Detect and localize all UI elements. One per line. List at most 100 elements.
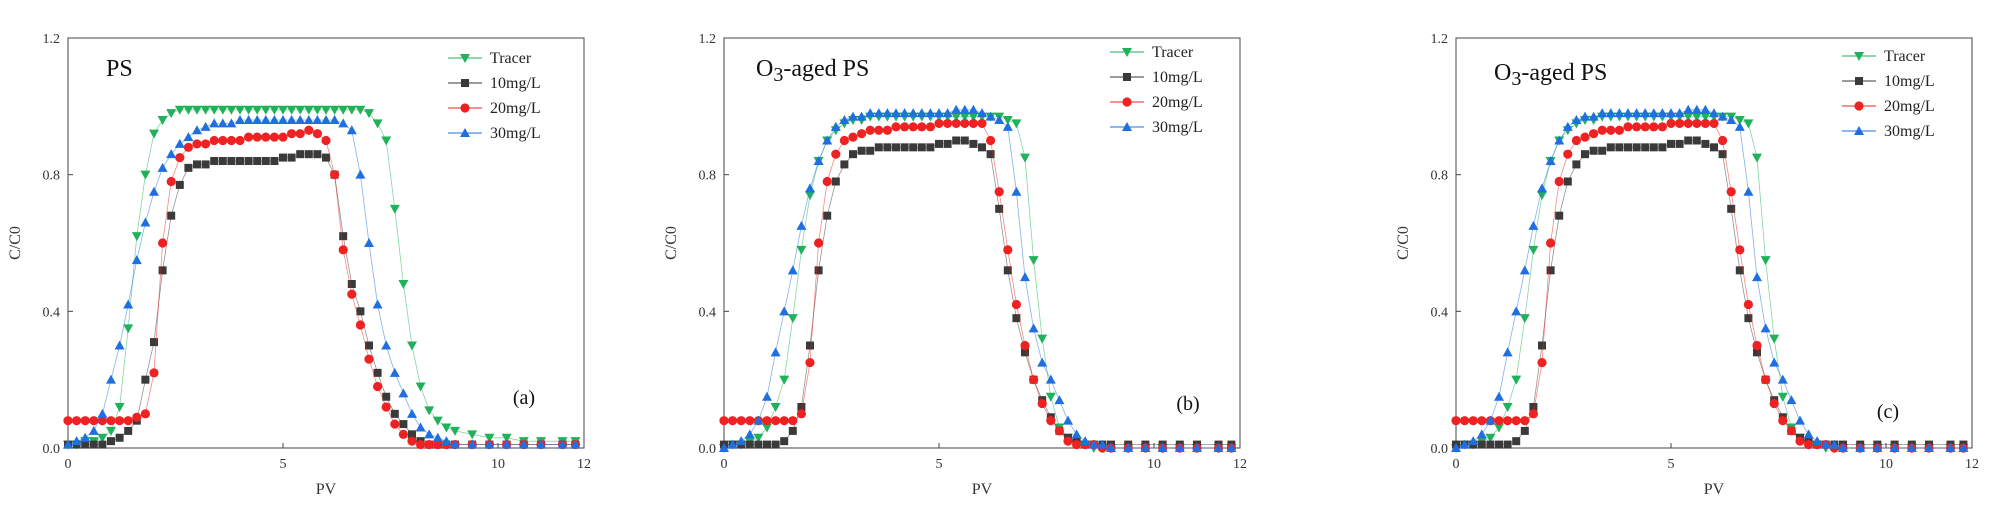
- data-point-20mg-l: [132, 412, 142, 422]
- data-point-20mg-l: [994, 187, 1004, 197]
- data-point-20mg-l: [381, 402, 391, 412]
- data-point-10mg-l: [1529, 403, 1538, 411]
- data-point-30mg-l: [1743, 186, 1754, 196]
- data-point-30mg-l: [951, 104, 962, 114]
- series-line-20mg-l: [1456, 123, 1964, 449]
- data-point-30mg-l: [934, 108, 944, 118]
- data-point-30mg-l: [1511, 306, 1522, 316]
- data-point-tracer: [389, 204, 400, 214]
- data-point-20mg-l: [269, 132, 279, 142]
- data-point-30mg-l: [796, 220, 807, 230]
- data-point-30mg-l: [882, 108, 893, 118]
- data-point-30mg-l: [787, 265, 798, 275]
- data-point-30mg-l: [1002, 121, 1013, 131]
- x-tick-label: 10: [1879, 457, 1893, 472]
- data-point-tracer: [381, 136, 392, 146]
- data-point-10mg-l: [98, 440, 107, 449]
- data-point-20mg-l: [252, 132, 262, 142]
- data-point-30mg-l: [1097, 439, 1108, 449]
- data-point-30mg-l: [968, 104, 979, 114]
- data-point-30mg-l: [1502, 347, 1513, 357]
- data-point-30mg-l: [389, 367, 400, 377]
- data-point-tracer: [432, 416, 443, 426]
- data-point-20mg-l: [728, 416, 738, 426]
- data-point-20mg-l: [1528, 409, 1538, 419]
- data-point-30mg-l: [762, 391, 772, 401]
- data-point-tracer: [106, 426, 116, 436]
- plot-frame: [723, 37, 1241, 449]
- data-point-10mg-l: [1003, 266, 1012, 275]
- panel-label: (b): [1176, 393, 1199, 415]
- data-point-20mg-l: [960, 118, 970, 129]
- data-point-tracer: [398, 280, 409, 289]
- series-10mg-l: [64, 150, 580, 449]
- legend-marker-tracer: [1122, 48, 1132, 57]
- chart-panel-1: 0 5 10 12 0.0 0.4 0.8 1.2 PV C/C0 PS (a) Tracer 10mg/…: [7, 32, 591, 498]
- data-point-tracer: [235, 105, 245, 115]
- data-point-10mg-l: [823, 211, 832, 220]
- data-point-20mg-l: [736, 416, 746, 426]
- data-point-20mg-l: [1735, 245, 1745, 255]
- data-point-20mg-l: [338, 245, 348, 255]
- data-point-30mg-l: [364, 238, 374, 247]
- data-point-20mg-l: [72, 416, 82, 426]
- data-point-30mg-l: [1476, 429, 1487, 439]
- data-point-10mg-l: [986, 150, 995, 159]
- series-line-30mg-l: [1455, 109, 1964, 449]
- data-point-20mg-l: [1778, 416, 1788, 426]
- data-point-tracer: [149, 129, 159, 139]
- legend-label-20mg-l: 20mg/L: [1152, 94, 1203, 111]
- data-point-10mg-l: [356, 307, 365, 316]
- data-point-30mg-l: [1700, 104, 1711, 114]
- data-point-30mg-l: [1803, 429, 1814, 439]
- data-point-tracer: [303, 105, 314, 115]
- legend-label-30mg-l: 30mg/L: [1884, 123, 1935, 140]
- y-tick-label: 0.8: [699, 169, 717, 184]
- data-point-tracer: [441, 423, 452, 433]
- data-point-10mg-l: [849, 150, 857, 159]
- data-point-20mg-l: [1692, 118, 1702, 129]
- data-point-30mg-l: [1631, 108, 1642, 118]
- data-point-30mg-l: [329, 115, 340, 124]
- data-point-30mg-l: [381, 340, 392, 350]
- data-point-10mg-l: [89, 440, 98, 449]
- data-point-30mg-l: [432, 432, 443, 442]
- data-point-30mg-l: [1640, 108, 1651, 118]
- y-tick-label: 1.2: [1431, 32, 1449, 47]
- data-point-20mg-l: [1003, 245, 1013, 255]
- data-point-10mg-l: [909, 143, 918, 152]
- x-tick-label: 12: [1965, 457, 1979, 472]
- data-point-tracer: [1528, 245, 1539, 255]
- data-point-20mg-l: [1709, 118, 1719, 129]
- data-point-20mg-l: [1546, 238, 1556, 248]
- data-point-30mg-l: [1562, 121, 1573, 131]
- data-point-30mg-l: [1451, 443, 1461, 452]
- y-tick-label: 0.0: [699, 442, 717, 457]
- data-point-20mg-l: [908, 122, 918, 132]
- data-point-20mg-l: [1683, 118, 1693, 129]
- data-point-20mg-l: [1037, 398, 1047, 409]
- data-point-30mg-l: [570, 439, 581, 449]
- data-point-20mg-l: [140, 409, 150, 419]
- data-point-20mg-l: [719, 416, 729, 426]
- data-point-tracer: [951, 112, 962, 122]
- data-point-tracer: [312, 105, 323, 115]
- data-point-20mg-l: [158, 238, 168, 248]
- data-point-10mg-l: [1555, 211, 1564, 220]
- data-point-30mg-l: [88, 425, 99, 435]
- data-point-20mg-l: [1623, 122, 1633, 132]
- data-point-30mg-l: [174, 138, 185, 148]
- data-point-tracer: [1011, 119, 1022, 129]
- series-line-tracer: [1455, 116, 1964, 449]
- data-point-20mg-l: [1511, 416, 1521, 426]
- data-point-10mg-l: [917, 143, 926, 152]
- data-point-30mg-l: [149, 186, 159, 196]
- series-line-10mg-l: [1456, 140, 1964, 446]
- data-point-30mg-l: [925, 108, 936, 118]
- data-point-30mg-l: [959, 104, 970, 114]
- data-point-10mg-l: [995, 204, 1004, 213]
- data-point-30mg-l: [97, 408, 108, 418]
- data-point-20mg-l: [407, 436, 417, 446]
- data-point-10mg-l: [1503, 440, 1512, 449]
- data-point-tracer: [796, 245, 807, 255]
